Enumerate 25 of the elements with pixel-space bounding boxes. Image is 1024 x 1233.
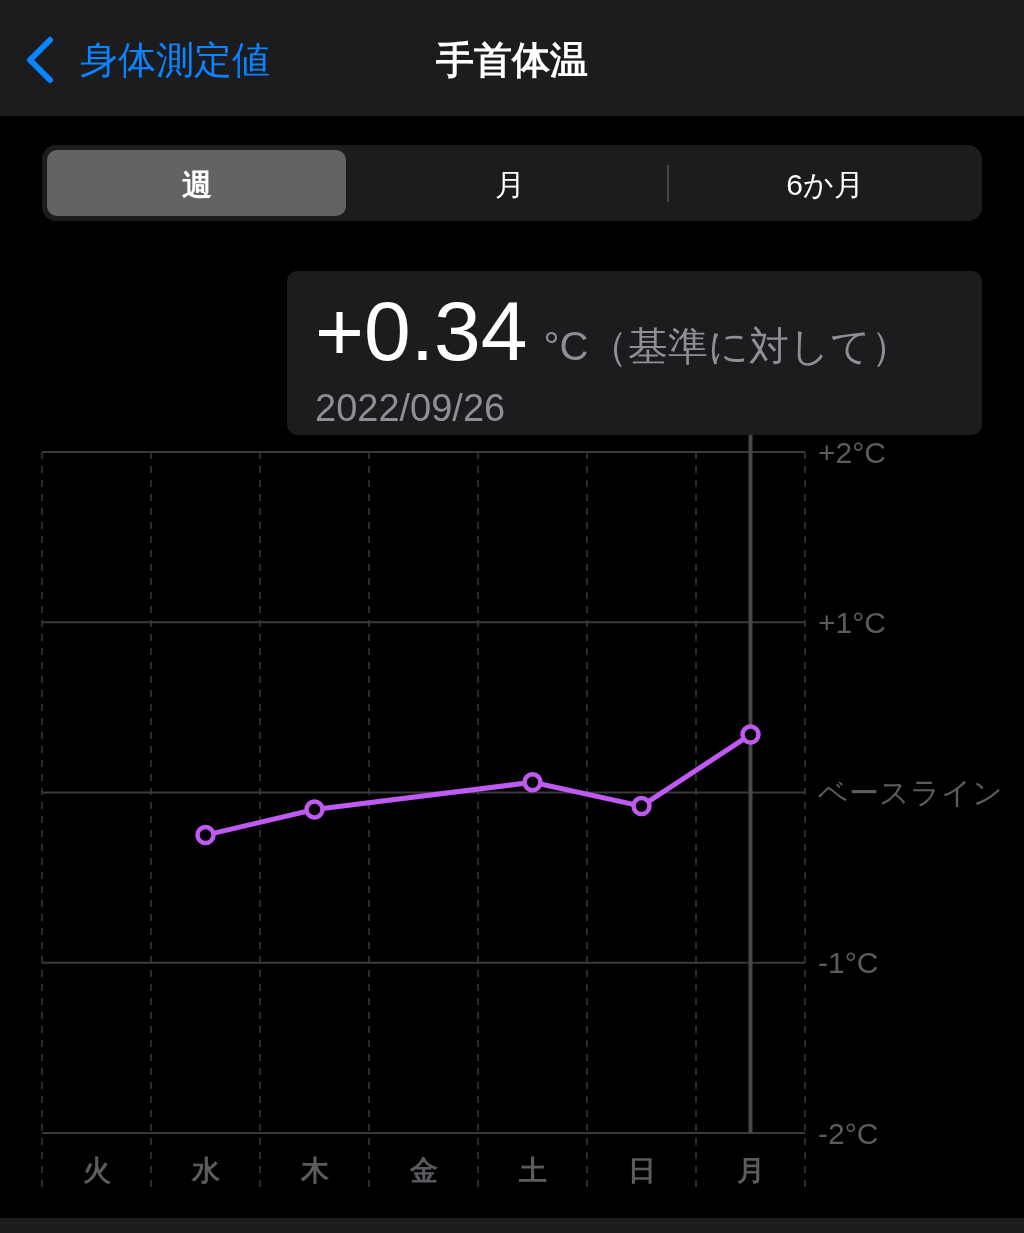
text: °C（基準に対して） [543, 324, 912, 368]
x-tick-label: 木 [299, 1154, 330, 1186]
point [631, 795, 652, 817]
x-tick-label: 水 [190, 1154, 221, 1186]
x-tick-label: 金 [408, 1154, 438, 1186]
text: 6か月 [786, 167, 864, 201]
point [195, 824, 216, 846]
text: 週 [182, 167, 212, 201]
x-tick-label: 月 [735, 1154, 765, 1186]
y-tick-label: ベースライン [818, 776, 1003, 809]
y-tick-label: +2°C [818, 435, 886, 469]
y-tick-label: +1°C [818, 605, 886, 639]
text: 月 [495, 167, 525, 201]
point [740, 724, 761, 745]
text: +0.34 [315, 284, 528, 378]
x-tick-label: 火 [82, 1154, 112, 1186]
text: 2022/09/26 [315, 387, 506, 429]
chart-title: 手首体温 [436, 39, 588, 81]
point [522, 772, 543, 793]
y-tick-label: -1°C [818, 946, 879, 980]
x-tick-label: 土 [517, 1154, 547, 1186]
point [304, 799, 325, 820]
y-tick-label: -2°C [818, 1116, 879, 1150]
text: 身体測定値 [80, 39, 270, 81]
x-tick-label: 日 [627, 1154, 656, 1186]
